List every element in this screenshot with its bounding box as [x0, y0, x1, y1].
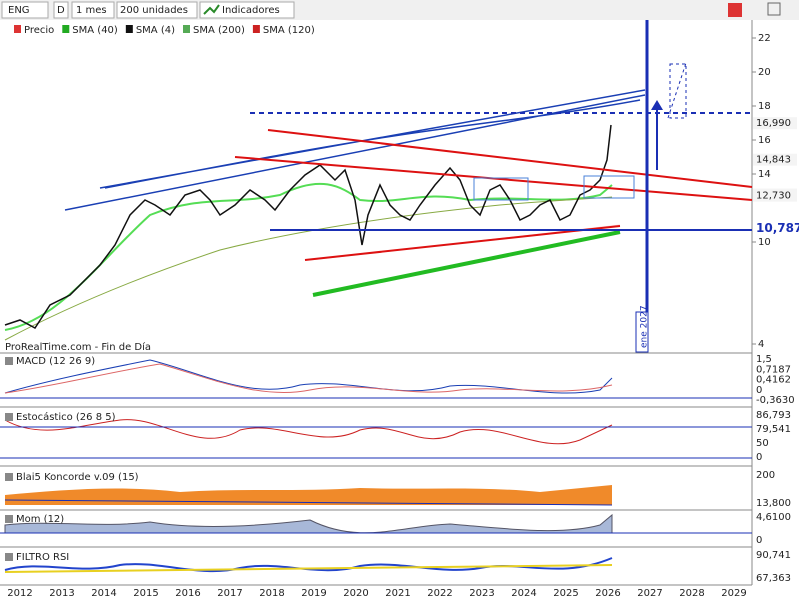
- panel-axis-label: 79,541: [756, 424, 791, 435]
- x-tick-label: 2019: [301, 588, 326, 599]
- legend-swatch: [62, 25, 70, 33]
- panel-title: Blai5 Koncorde v.09 (15): [16, 472, 139, 483]
- y-tick-label: 20: [758, 67, 771, 78]
- price-tag: [753, 189, 797, 202]
- panel-axis-label: 67,363: [756, 573, 791, 584]
- period-select[interactable]: [71, 1, 115, 19]
- panel-axis-label: 0: [756, 535, 762, 546]
- panel-axis-label: 4,6100: [756, 512, 791, 523]
- price-tag: [753, 222, 797, 235]
- x-tick-label: 2026: [595, 588, 620, 599]
- panel-icon: [5, 515, 13, 523]
- indicators-button[interactable]: [199, 1, 295, 19]
- legend-swatch: [183, 25, 190, 33]
- units-select[interactable]: [116, 1, 198, 19]
- panel-axis-label: 50: [756, 438, 769, 449]
- legend-swatch: [125, 25, 133, 33]
- panel-axis-label: 13,800: [756, 498, 791, 509]
- x-tick-label: 2027: [637, 588, 662, 599]
- panel-axis-label: 0,7187: [756, 364, 791, 375]
- x-tick-label: 2024: [511, 588, 536, 599]
- legend-item: SMA (40): [72, 25, 118, 36]
- y-tick-label: 14: [758, 169, 771, 180]
- panel-axis-label: 1,5: [756, 354, 772, 365]
- panel-axis-label: 86,793: [756, 410, 791, 421]
- y-tick-label: 18: [758, 101, 771, 112]
- subpanel-drawing: [0, 352, 752, 586]
- x-tick-label: 2023: [469, 588, 494, 599]
- x-tick-label: 2021: [385, 588, 410, 599]
- x-tick-label: 2020: [343, 588, 368, 599]
- panel-title: Estocástico (26 8 5): [16, 411, 116, 423]
- legend-item: Precio: [24, 25, 54, 36]
- price-tag-label: 16,990: [756, 118, 791, 129]
- y-tick-label: 22: [758, 33, 771, 44]
- date-marker: ene 2027: [640, 305, 650, 348]
- price-tag-label: 12,730: [756, 191, 791, 202]
- y-tick-label: 4: [758, 339, 764, 350]
- panel-icon: [5, 357, 13, 365]
- x-tick-label: 2014: [91, 588, 116, 599]
- x-tick-label: 2017: [217, 588, 242, 599]
- y-tick-label: 10: [758, 237, 771, 248]
- panel-icon: [5, 553, 13, 561]
- x-tick-label: 2025: [553, 588, 578, 599]
- price-tag-label: 10,787: [756, 221, 799, 235]
- panel-icon: [5, 413, 13, 421]
- panel-axis-label: 200: [756, 470, 775, 481]
- panel-axis-label: -0,3630: [756, 395, 795, 406]
- period: 1 mes: [76, 5, 107, 16]
- y-tick-label: 16: [758, 135, 771, 146]
- panel-title: Mom (12): [16, 514, 64, 525]
- price-tag: [753, 153, 797, 166]
- legend-item: SMA (200): [193, 25, 245, 36]
- panel-axis-label: 0: [756, 452, 762, 463]
- legend-swatch: [14, 25, 21, 33]
- price-drawing: [4, 20, 753, 353]
- panel-axis-label: 0,4162: [756, 375, 791, 386]
- legend-swatch: [252, 25, 260, 33]
- price-tag-label: 14,843: [756, 155, 791, 166]
- legend-item: SMA (120): [263, 25, 315, 36]
- refresh-icon[interactable]: [728, 3, 742, 17]
- symbol: ENG: [8, 5, 30, 16]
- watermark: ProRealTime.com - Fin de Día: [5, 341, 151, 353]
- symbol-box[interactable]: [1, 1, 49, 19]
- x-tick-label: 2022: [427, 588, 452, 599]
- price-tag: [753, 117, 797, 130]
- period-button[interactable]: [53, 1, 69, 19]
- x-tick-label: 2028: [679, 588, 704, 599]
- x-tick-label: 2029: [721, 588, 746, 599]
- indicators-icon: [203, 4, 220, 15]
- indicators: Indicadores: [222, 5, 280, 16]
- x-tick-label: 2018: [259, 588, 284, 599]
- legend-item: SMA (4): [136, 25, 175, 36]
- x-tick-label: 2012: [7, 588, 32, 599]
- panel-title: FILTRO RSI: [16, 552, 69, 563]
- panel-icon: [5, 473, 13, 481]
- panel-axis-label: 90,741: [756, 550, 791, 561]
- period-button-text: D: [57, 5, 65, 16]
- panel-title: MACD (12 26 9): [16, 356, 95, 367]
- x-tick-label: 2015: [133, 588, 158, 599]
- close-icon[interactable]: [767, 2, 781, 16]
- units: 200 unidades: [120, 5, 188, 16]
- x-tick-label: 2016: [175, 588, 200, 599]
- x-tick-label: 2013: [49, 588, 74, 599]
- panel-axis-label: 0: [756, 385, 762, 396]
